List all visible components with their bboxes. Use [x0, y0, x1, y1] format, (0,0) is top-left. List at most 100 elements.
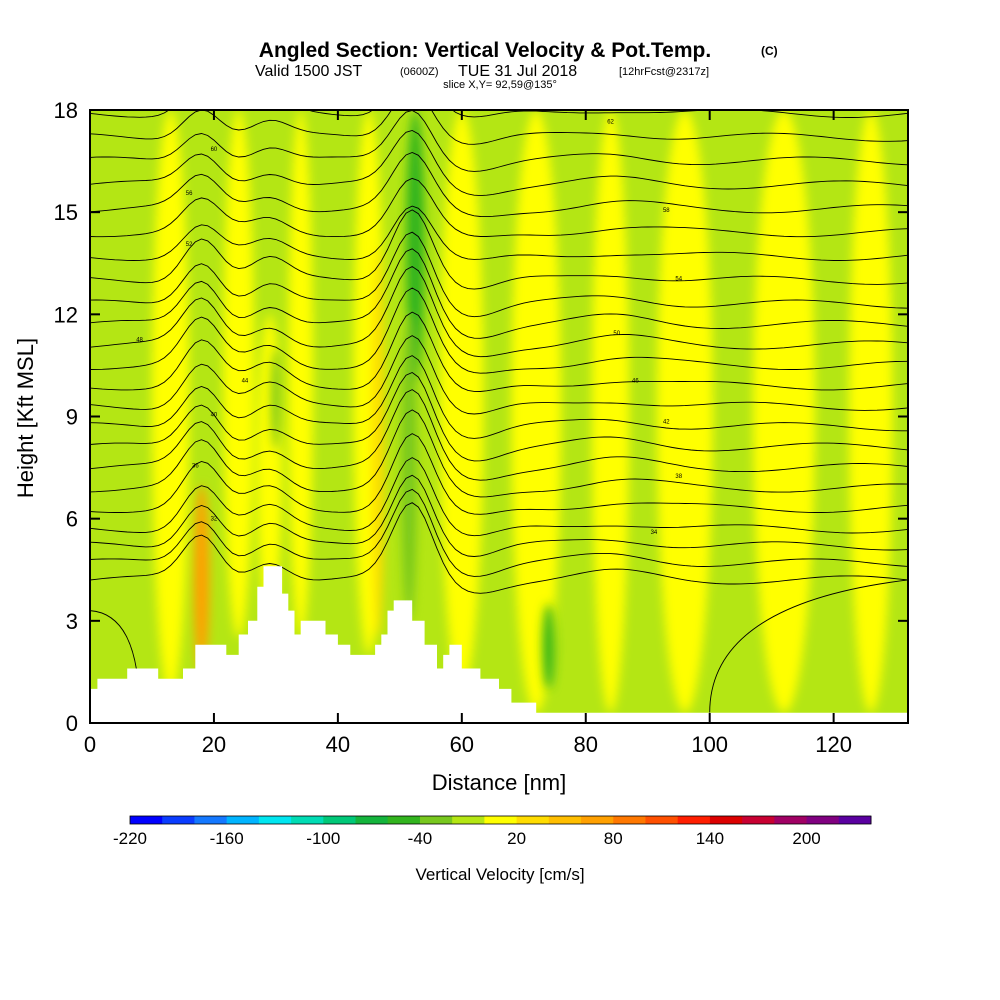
- valid-utc: (0600Z): [400, 66, 439, 78]
- slice-info: slice X,Y= 92,59@135°: [443, 79, 557, 91]
- colorbar-tick-label: -160: [210, 829, 244, 848]
- downdraft-column-3: [271, 348, 281, 451]
- isentrope-line-1: [90, 488, 908, 577]
- isentrope-line-16: [90, 205, 908, 261]
- isentrope-label: 48: [136, 338, 143, 344]
- isentrope-label: 50: [613, 331, 620, 337]
- downdraft-column-1: [401, 314, 417, 621]
- plot-area: 32 34 36 38 40 42 44 46 48 50 52 54 56 58 60 62: [90, 110, 908, 723]
- forecast-info: [12hrFcst@2317z]: [619, 66, 709, 78]
- isentrope-label: 32: [211, 516, 218, 522]
- colorbar-swatch: [387, 816, 421, 824]
- updraft-column-9: [591, 110, 630, 713]
- low-contour-right: [709, 579, 908, 713]
- colorbar-tick-label: 80: [604, 829, 623, 848]
- y-tick-label: 6: [66, 507, 78, 532]
- isentrope-line-5: [90, 409, 908, 498]
- y-tick-label: 15: [54, 200, 78, 225]
- isentrope-line-22: [90, 110, 908, 118]
- colorbar-tick-label: 140: [696, 829, 724, 848]
- colorbar-tick-label: -40: [408, 829, 433, 848]
- colorbar-swatch: [419, 816, 453, 824]
- colorbar-swatch: [548, 816, 582, 824]
- isentrope-label: 62: [607, 120, 614, 126]
- x-tick-label: 80: [574, 732, 598, 757]
- y-axis-label: Height [Kft MSL]: [13, 338, 38, 498]
- x-tick-label: 40: [326, 732, 350, 757]
- colorbar-swatch: [613, 816, 646, 824]
- y-tick-label: 18: [54, 98, 78, 123]
- valid-time-line: Valid 1500 JST (0600Z) TUE 31 Jul 2018 […: [255, 63, 709, 80]
- isentrope-line-4: [90, 433, 908, 515]
- y-tick-label: 0: [66, 711, 78, 736]
- isentrope-label: 56: [186, 191, 193, 197]
- colorbar-swatch: [774, 816, 808, 824]
- isentrope-line-11: [90, 287, 908, 374]
- isentrope-contours: 32 34 36 38 40 42 44 46 48 50 52 54 56 58 60 62: [90, 110, 908, 713]
- isentrope-line-9: [90, 335, 908, 415]
- isentrope-line-13: [90, 248, 908, 339]
- isentrope-line-19: [90, 130, 908, 197]
- x-tick-label: 100: [691, 732, 728, 757]
- isentrope-line-6: [90, 389, 908, 481]
- isentrope-label: 38: [675, 474, 682, 480]
- colorbar-swatch: [452, 816, 485, 824]
- isentrope-line-17: [90, 177, 908, 238]
- isentrope-line-8: [90, 355, 908, 439]
- isentrope-label: 54: [675, 276, 682, 282]
- colorbar-swatch: [226, 816, 260, 824]
- x-axis-label: Distance [nm]: [432, 770, 567, 795]
- isentrope-line-12: [90, 265, 908, 358]
- x-tick-label: 120: [815, 732, 852, 757]
- isentrope-label: 44: [242, 378, 249, 384]
- terrain-mask: [90, 566, 908, 723]
- x-tick-label: 20: [202, 732, 226, 757]
- updraft-column-10: [657, 110, 713, 713]
- downdraft-column-2: [542, 603, 555, 689]
- isentrope-label: 40: [211, 413, 218, 419]
- updraft-column-7: [440, 110, 484, 689]
- y-tick-label: 12: [54, 302, 78, 327]
- isentrope-line-7: [90, 371, 908, 462]
- colorbar-title: Vertical Velocity [cm/s]: [415, 865, 584, 884]
- colorbar-swatch: [323, 816, 357, 824]
- isentrope-line-15: [90, 209, 908, 290]
- valid-prefix: Valid 1500 JST: [255, 63, 363, 80]
- y-tick-label: 3: [66, 609, 78, 634]
- isentrope-line-10: [90, 311, 908, 392]
- isentrope-line-0: [90, 502, 908, 594]
- valid-date: TUE 31 Jul 2018: [458, 63, 577, 80]
- colorbar-swatch: [516, 816, 550, 824]
- chart-title: Angled Section: Vertical Velocity & Pot.…: [259, 39, 711, 62]
- colorbar-swatch: [291, 816, 324, 824]
- updraft-column-1: [193, 484, 210, 672]
- isentrope-line-3: [90, 457, 908, 537]
- isentrope-label: 46: [632, 378, 639, 384]
- isentrope-label: 58: [663, 208, 670, 214]
- colorbar-frame: [129, 815, 872, 825]
- colorbar: -220 -160 -100 -40 20 80 140 200: [113, 815, 872, 848]
- colorbar-swatch: [838, 816, 872, 824]
- updraft-column-11: [753, 110, 816, 713]
- updraft-column-6: [371, 246, 385, 638]
- x-tick-label: 0: [84, 732, 96, 757]
- colorbar-swatch: [677, 816, 711, 824]
- updraft-column-12: [849, 110, 893, 713]
- y-tick-label: 9: [66, 405, 78, 430]
- isentrope-line-14: [90, 231, 908, 318]
- colorbar-swatch: [162, 816, 195, 824]
- isentrope-label: 36: [192, 464, 199, 470]
- colorbar-swatch: [258, 816, 292, 824]
- isentrope-line-18: [90, 152, 908, 218]
- downdraft-column-0: [406, 110, 425, 383]
- x-tick-label: 60: [450, 732, 474, 757]
- colorbar-tick-label: 20: [507, 829, 526, 848]
- colorbar-tick-label: -100: [306, 829, 340, 848]
- colorbar-tick-label: 200: [792, 829, 820, 848]
- chart-title-unit: (C): [761, 44, 778, 58]
- downdraft-field: [271, 110, 555, 689]
- colorbar-swatch: [355, 816, 389, 824]
- x-axis: 0 20 40 60 80 100 120: [84, 110, 852, 757]
